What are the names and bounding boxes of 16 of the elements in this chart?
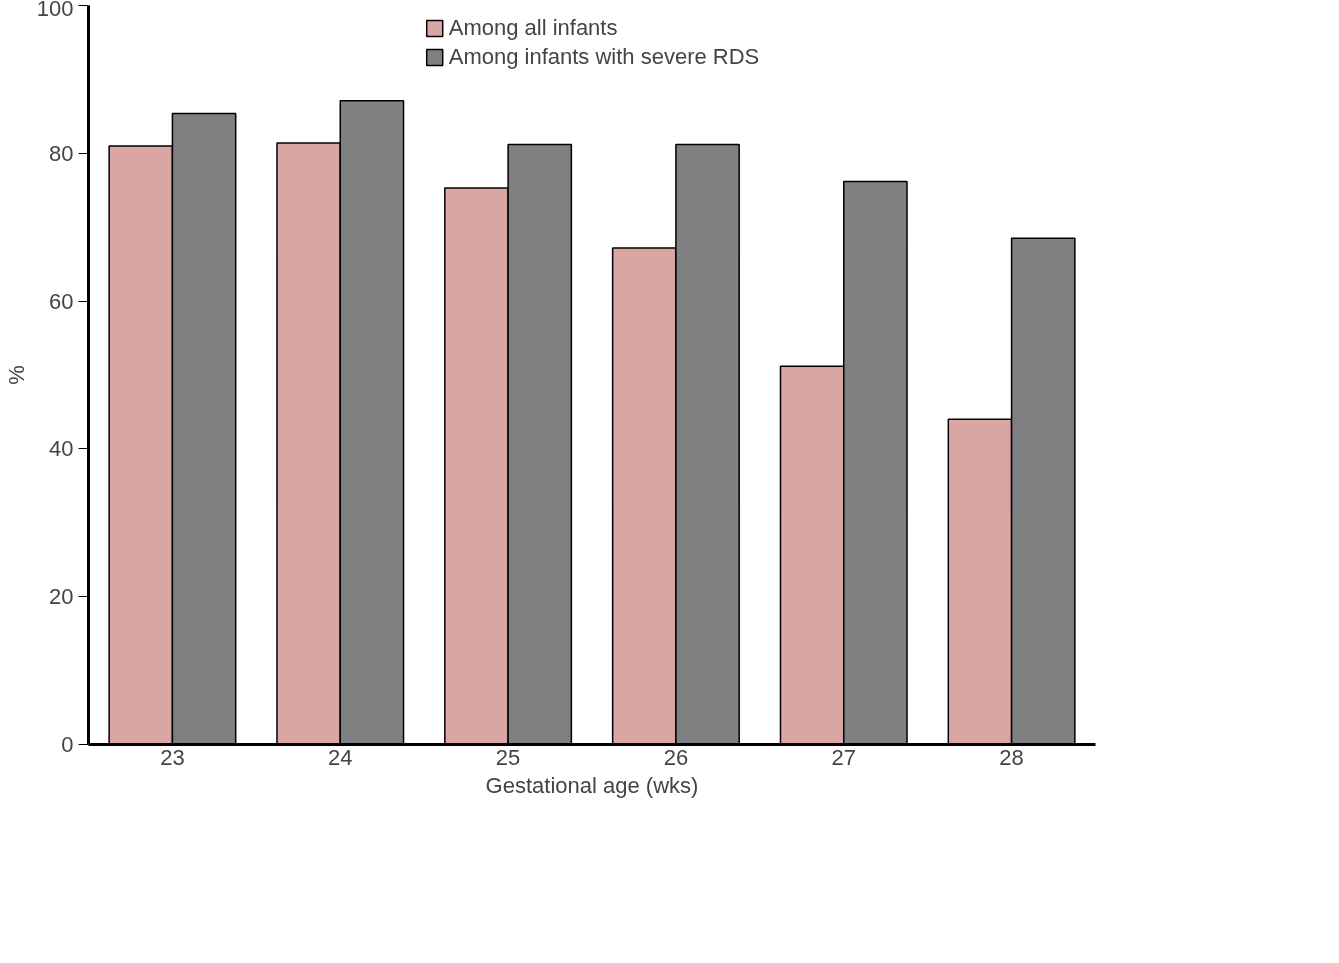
legend-label: Among all infants bbox=[448, 15, 618, 41]
legend-label: Among infants with severe RDS bbox=[448, 44, 760, 70]
x-axis-title: Gestational age (wks) bbox=[485, 772, 699, 798]
y-tick-label: 0 bbox=[61, 732, 74, 757]
y-tick-label: 100 bbox=[36, 0, 74, 21]
x-tick-label: 27 bbox=[831, 744, 856, 770]
x-tick-label: 25 bbox=[495, 744, 521, 770]
y-tick-label: 20 bbox=[49, 584, 74, 610]
x-tick-label: 26 bbox=[663, 744, 689, 770]
y-tick-label: 80 bbox=[49, 140, 74, 166]
x-tick-label: 23 bbox=[160, 744, 185, 770]
x-tick-label: 24 bbox=[328, 744, 353, 770]
y-tick-label: 60 bbox=[49, 288, 74, 314]
y-axis-title: % bbox=[3, 365, 29, 385]
x-tick-label: 28 bbox=[999, 744, 1024, 770]
y-tick-label: 40 bbox=[49, 436, 74, 462]
